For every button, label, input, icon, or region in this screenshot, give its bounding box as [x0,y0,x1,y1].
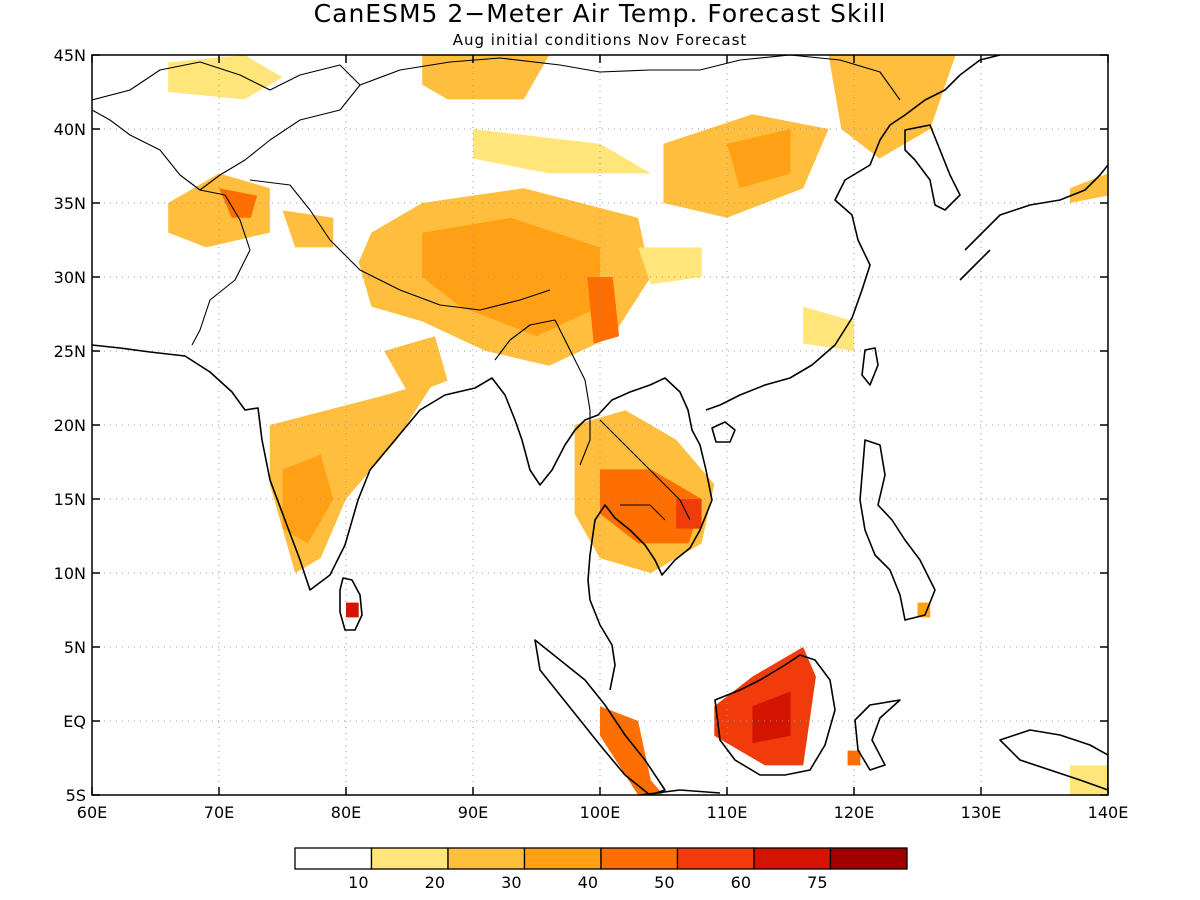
shade-borneo-core [752,691,791,744]
border-myanmar [494,319,591,466]
lat-tick-label: 45N [54,46,86,65]
shade-srilanka [346,602,359,618]
border-afghan-pakistan [191,189,251,346]
colorbar-label: 30 [501,873,521,892]
shade-philippines [917,602,931,618]
shade-india-core [282,454,334,544]
lat-tick-label: 30N [54,268,86,287]
coastline-china-east [705,55,1001,411]
shade-china-north-core [727,129,791,189]
colorbar-label: 20 [425,873,445,892]
national-borders-layer [92,55,901,521]
coastline-taiwan [861,347,879,386]
lon-tick-label: 70E [204,803,234,822]
lon-tick-label: 120E [834,803,875,822]
shade-newguinea [1069,765,1108,795]
lat-tick-label: 10N [54,564,86,583]
lon-tick-label: 80E [331,803,361,822]
axis-ticks: 60E 70E 80E 90E 100E 110E 120E 130E 140E 5S EQ 5N 10… [54,46,1129,822]
colorbar-swatch [523,847,602,870]
coastline-philippines [859,439,936,621]
lat-tick-label: 40N [54,120,86,139]
lat-tick-label: 5S [66,786,86,805]
border-indochina [599,419,691,521]
border-central-asia [92,61,361,191]
colorbar-label: 75 [807,873,827,892]
shade-japan [1069,173,1108,203]
lat-tick-label: 35N [54,194,86,213]
coastline-japan [959,164,1108,281]
colorbar-swatch [676,847,755,870]
colorbar-swatch [294,847,373,870]
lon-tick-label: 140E [1088,803,1129,822]
colorbar-label: 50 [654,873,674,892]
dotted-gridlines [92,55,1108,795]
colorbar-label: 40 [578,873,598,892]
coastlines-layer [92,55,1108,795]
colorbar-swatch [753,847,832,870]
lon-tick-label: 60E [77,803,107,822]
figure-subtitle: Aug initial conditions Nov Forecast [453,31,748,49]
coastline-sulawesi [854,699,901,771]
shade-manchuria [828,55,956,159]
shade-china-southeast [803,306,854,351]
border-russia-mongolia [359,55,901,101]
lon-tick-label: 110E [707,803,748,822]
lat-tick-label: 25N [54,342,86,361]
lat-tick-label: 5N [64,638,86,657]
coastline-srilanka [339,577,363,631]
skill-shading-layer [168,55,1108,795]
coastline-java [639,789,721,795]
coastline-asia-mainland [92,344,713,691]
colorbar: 10 20 30 40 50 60 75 [294,847,908,892]
lat-tick-label: 15N [54,490,86,509]
shade-mongolia-west [422,55,550,100]
colorbar-swatch [600,847,679,870]
shade-indochina-hot [676,499,702,529]
shade-siberia-west [168,55,283,100]
lon-tick-label: 100E [580,803,621,822]
lon-tick-label: 130E [961,803,1002,822]
colorbar-label: 60 [731,873,751,892]
coastline-borneo [714,654,836,776]
coastline-hainan [711,421,736,443]
shade-pakistan-north [168,173,270,248]
colorbar-swatch [370,847,449,870]
lon-tick-label: 90E [458,803,488,822]
shade-india-north [384,336,448,396]
figure-title: CanESM5 2−Meter Air Temp. Forecast Skill [314,0,887,28]
colorbar-label: 10 [348,873,368,892]
coastline-newguinea [999,729,1108,791]
lat-tick-label: EQ [63,712,86,731]
map-area [92,55,1108,795]
coastline-korea [904,124,961,211]
lat-tick-label: 20N [54,416,86,435]
border-india-north [249,179,551,311]
colorbar-swatch [447,847,526,870]
shade-yunnan [587,277,620,344]
shade-kashmir [282,210,334,248]
colorbar-swatch [829,847,908,870]
shade-sumatra [600,706,664,795]
shade-china-southwest [638,247,702,285]
shade-tibet-core [422,217,600,337]
shade-china-west [473,129,651,174]
shade-pakistan-core [219,188,258,218]
